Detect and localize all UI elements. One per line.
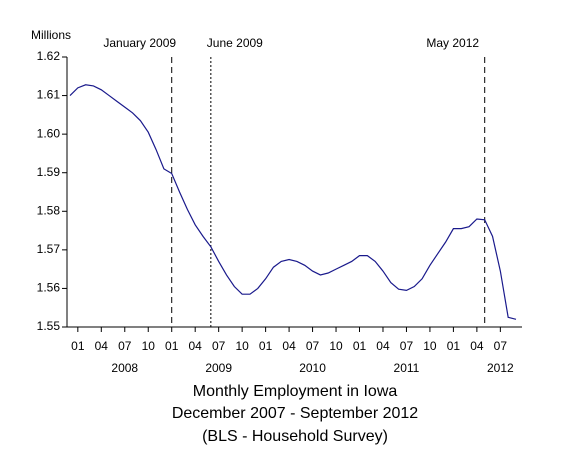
x-tick-label: 07 <box>494 339 508 353</box>
annotation-label: January 2009 <box>103 36 176 50</box>
year-label: 2009 <box>205 361 232 375</box>
x-tick-label: 01 <box>353 339 367 353</box>
year-label: 2012 <box>487 361 514 375</box>
x-tick-label: 01 <box>71 339 85 353</box>
y-tick-label: 1.60 <box>37 126 61 140</box>
y-tick-label: 1.55 <box>37 319 61 333</box>
year-label: 2008 <box>111 361 138 375</box>
year-label: 2011 <box>394 361 420 375</box>
x-tick-label: 07 <box>118 339 132 353</box>
x-tick-label: 04 <box>376 339 390 353</box>
x-tick-label: 07 <box>212 339 226 353</box>
x-tick-label: 04 <box>282 339 296 353</box>
x-tick-label: 07 <box>306 339 320 353</box>
annotation-label: May 2012 <box>426 36 479 50</box>
y-tick-label: 1.61 <box>37 88 61 102</box>
y-tick-label: 1.57 <box>37 242 61 256</box>
x-tick-label: 10 <box>142 339 156 353</box>
y-unit-label: Millions <box>31 28 71 42</box>
annotation-label: June 2009 <box>207 36 263 50</box>
x-tick-label: 01 <box>165 339 179 353</box>
y-tick-label: 1.58 <box>37 203 61 217</box>
chart-note: (BLS - Household Survey) <box>202 428 388 445</box>
series-line <box>69 84 517 320</box>
x-tick-label: 04 <box>189 339 203 353</box>
year-label: 2010 <box>299 361 326 375</box>
chart-title: Monthly Employment in Iowa <box>193 383 398 400</box>
chart-subtitle: December 2007 - September 2012 <box>172 405 418 422</box>
x-tick-label: 10 <box>329 339 343 353</box>
y-tick-label: 1.59 <box>37 165 61 179</box>
x-tick-label: 10 <box>423 339 437 353</box>
x-tick-label: 04 <box>95 339 109 353</box>
x-tick-label: 10 <box>235 339 249 353</box>
y-tick-label: 1.62 <box>37 49 61 63</box>
x-tick-label: 01 <box>259 339 273 353</box>
x-tick-label: 07 <box>400 339 414 353</box>
x-tick-label: 01 <box>447 339 461 353</box>
x-tick-label: 04 <box>470 339 484 353</box>
y-tick-label: 1.56 <box>37 281 61 295</box>
